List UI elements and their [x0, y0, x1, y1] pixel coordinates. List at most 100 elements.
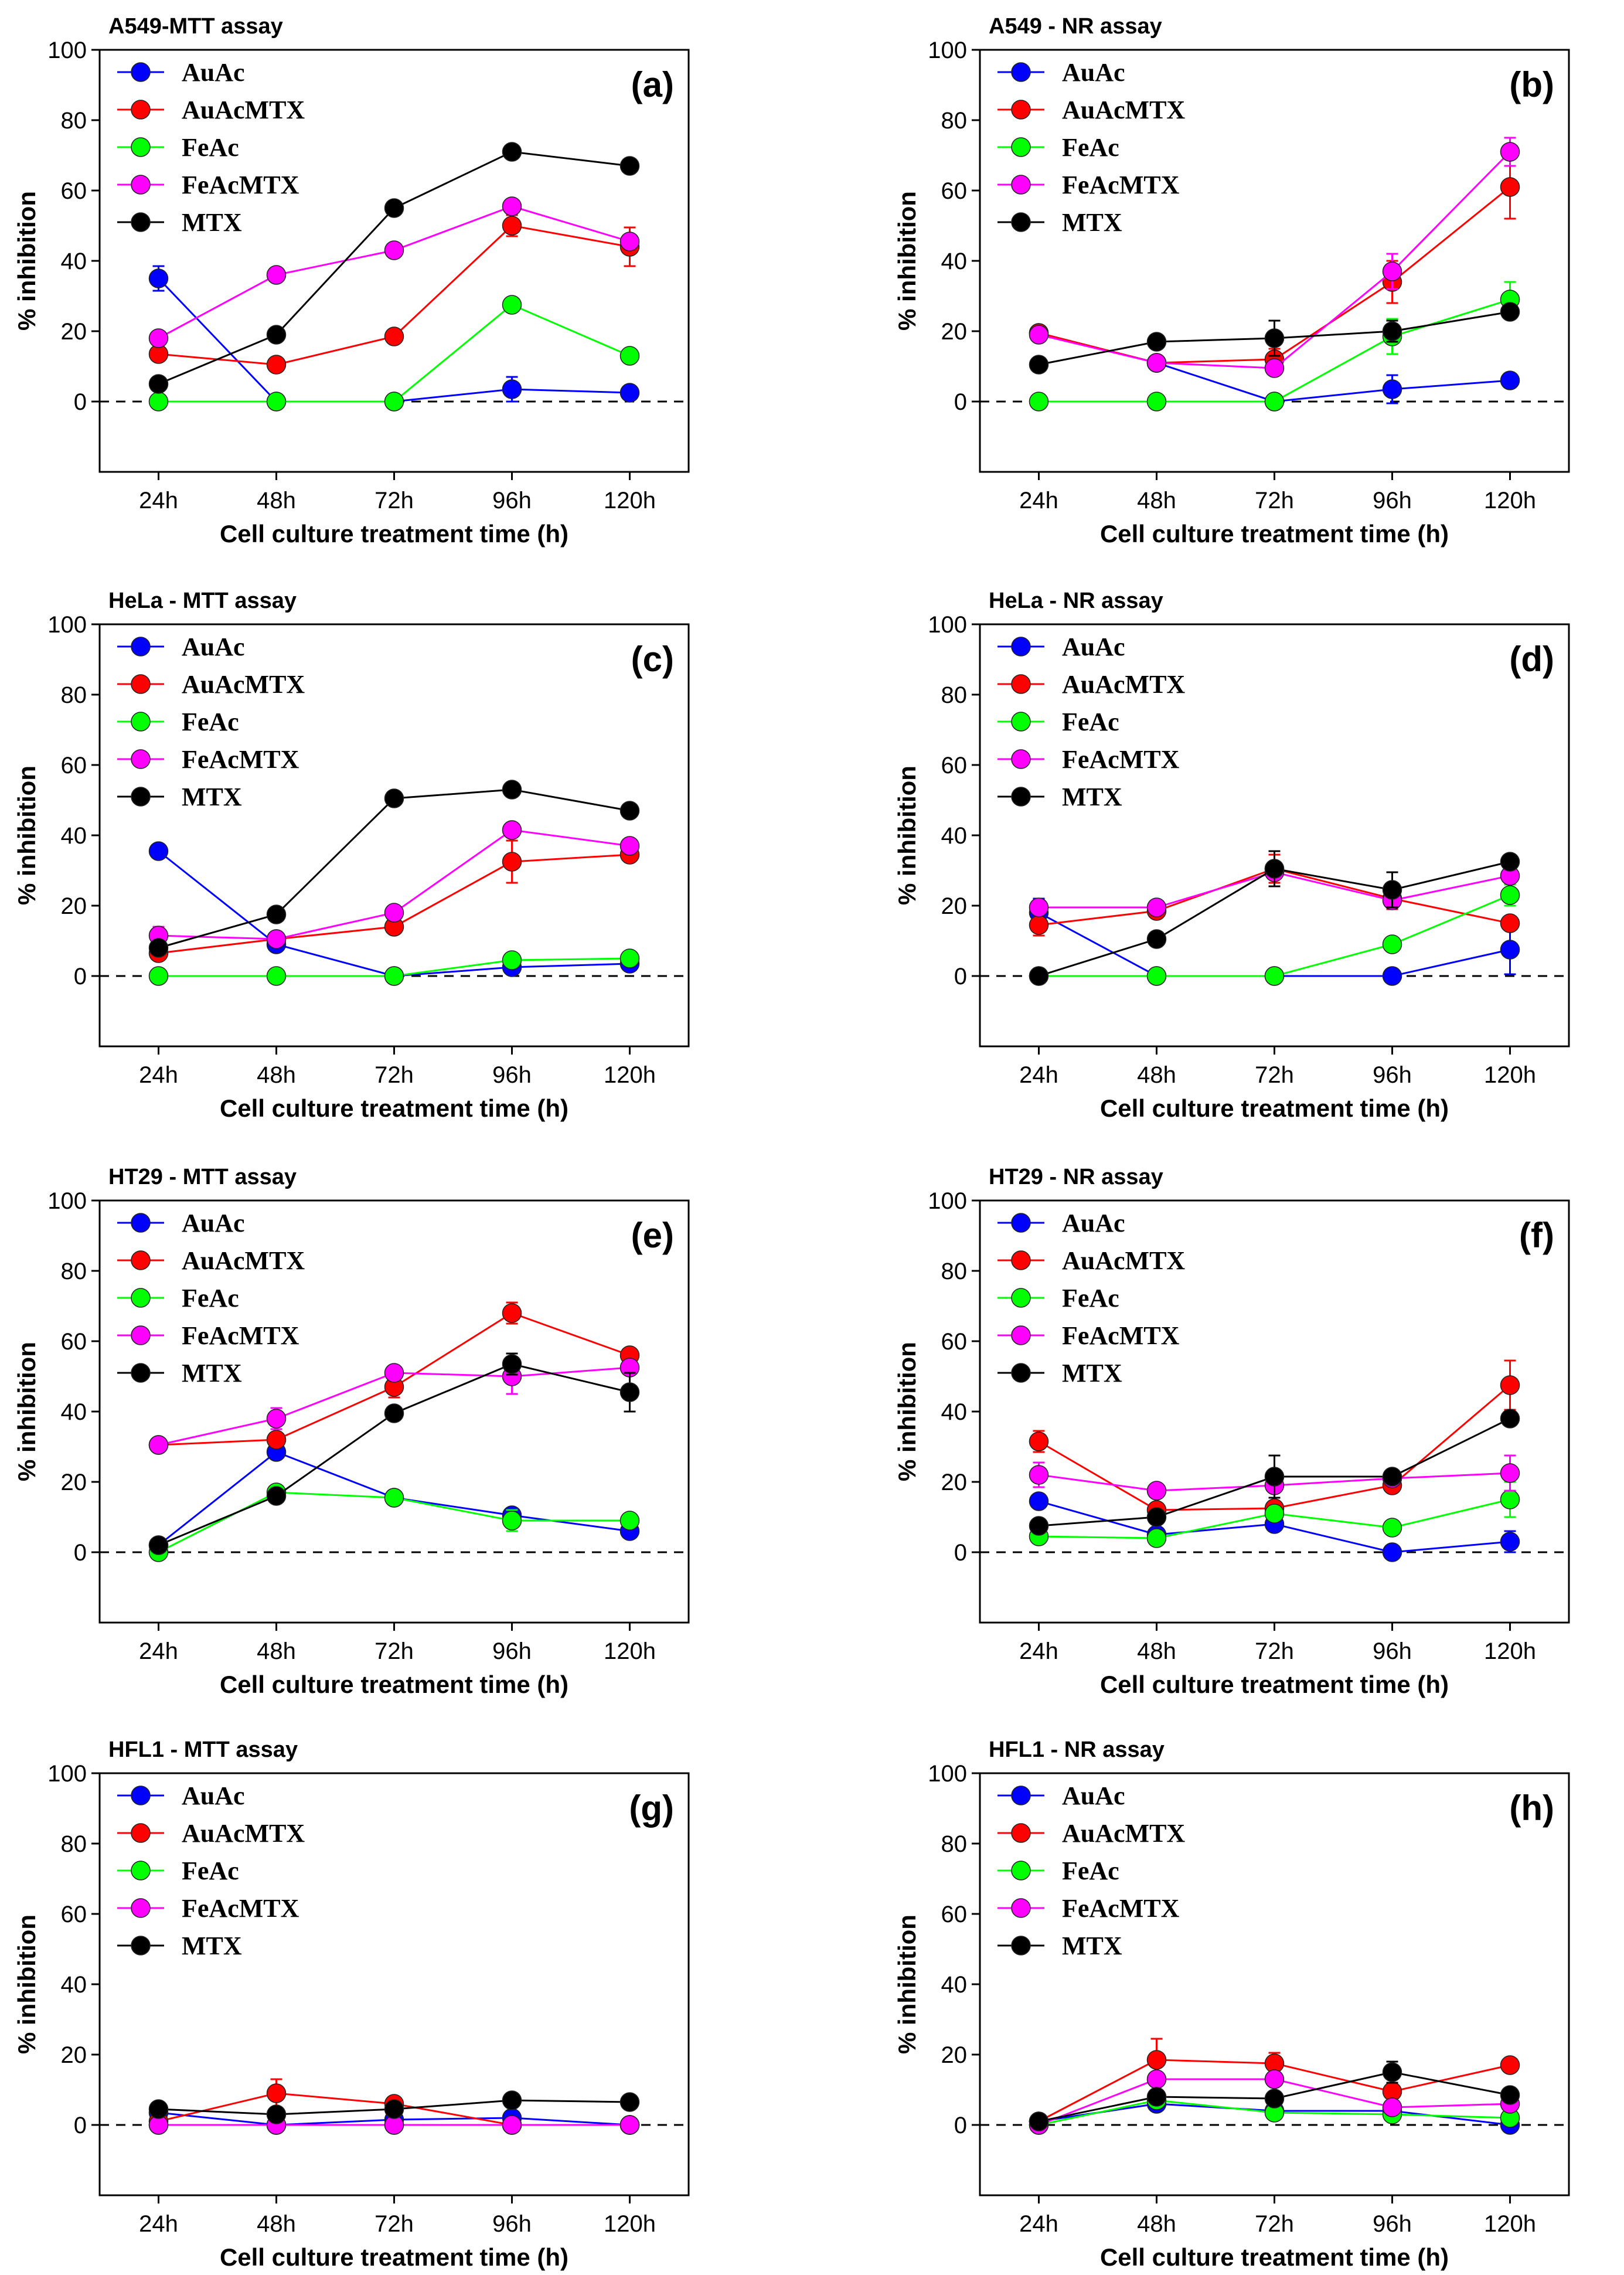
- legend-marker: [1011, 62, 1031, 82]
- data-point: [384, 198, 404, 218]
- x-tick-label: 120h: [1484, 2211, 1536, 2237]
- legend-marker: [1011, 1786, 1031, 1805]
- data-point: [1500, 1490, 1520, 1509]
- legend-marker: [131, 62, 151, 82]
- y-tick-label: 60: [61, 1329, 87, 1355]
- data-point: [266, 1409, 287, 1429]
- chart-title: HT29 - NR assay: [989, 1165, 1163, 1189]
- data-point: [148, 392, 169, 412]
- data-point: [266, 966, 287, 986]
- legend-marker: [1011, 749, 1031, 769]
- data-point: [1029, 355, 1049, 375]
- legend-label: FeAc: [1062, 708, 1119, 736]
- legend-label: AuAc: [1062, 58, 1125, 87]
- x-tick-label: 24h: [139, 1062, 178, 1088]
- legend-marker: [131, 137, 151, 157]
- chart-panel-0: A549-MTT assay 0 20 40 60 80 100 24h 48h 72h 96h 12…: [13, 14, 690, 548]
- x-axis-label: Cell culture treatment time (h): [220, 1671, 568, 1698]
- y-tick-label: 0: [954, 1540, 967, 1566]
- y-tick-label: 40: [61, 249, 87, 274]
- data-point: [1264, 1504, 1285, 1524]
- legend-marker: [1011, 1213, 1031, 1233]
- legend-marker: [1011, 1325, 1031, 1345]
- data-point: [502, 379, 522, 399]
- panel-letter: (d): [1509, 640, 1554, 679]
- legend-label: FeAc: [1062, 133, 1119, 162]
- data-point: [502, 852, 522, 872]
- data-point: [619, 232, 640, 251]
- data-point: [619, 836, 640, 856]
- data-point: [1264, 1467, 1285, 1487]
- x-tick-label: 72h: [1255, 2211, 1294, 2237]
- data-point: [1146, 1507, 1167, 1527]
- data-point: [619, 383, 640, 403]
- data-point: [502, 950, 522, 970]
- x-tick-label: 96h: [1373, 1638, 1412, 1664]
- y-tick-label: 60: [941, 1902, 968, 1927]
- y-tick-label: 60: [61, 1902, 87, 1927]
- x-tick-label: 48h: [1137, 1062, 1176, 1088]
- legend-label: FeAcMTX: [1062, 1894, 1180, 1923]
- data-point: [1146, 897, 1167, 917]
- legend-marker: [131, 1213, 151, 1233]
- data-point: [502, 820, 522, 840]
- data-point: [1264, 328, 1285, 348]
- data-point: [1382, 2062, 1402, 2082]
- legend-marker: [131, 712, 151, 732]
- data-point: [384, 788, 404, 808]
- data-point: [1029, 1516, 1049, 1536]
- legend-marker: [1011, 175, 1031, 195]
- data-point: [1029, 897, 1049, 917]
- x-tick-label: 48h: [257, 1062, 296, 1088]
- y-tick-label: 0: [954, 389, 967, 415]
- legend-marker: [131, 674, 151, 694]
- x-tick-label: 96h: [1373, 488, 1412, 514]
- data-point: [1382, 2097, 1402, 2117]
- data-point: [1382, 880, 1402, 900]
- y-axis-label: % inhibition: [13, 191, 40, 331]
- data-point: [1500, 2085, 1520, 2105]
- legend-label: AuAc: [182, 632, 245, 661]
- legend-marker: [1011, 1936, 1031, 1956]
- chart-panel-6: HFL1 - MTT assay 0 20 40 60 80 100 24h 48h 72h 96h…: [13, 1737, 690, 2271]
- legend-label: MTX: [182, 208, 242, 237]
- legend-marker: [131, 1363, 151, 1383]
- data-point: [1146, 1528, 1167, 1548]
- y-axis-label: % inhibition: [893, 1914, 921, 2054]
- legend-marker: [1011, 1898, 1031, 1918]
- data-point: [502, 142, 522, 162]
- series-FeAcMTX: [148, 196, 640, 348]
- x-axis-label: Cell culture treatment time (h): [1100, 1671, 1449, 1698]
- data-point: [619, 1511, 640, 1531]
- data-point: [1500, 913, 1520, 933]
- panel-letter: (b): [1509, 65, 1554, 104]
- data-point: [148, 966, 169, 986]
- x-axis-label: Cell culture treatment time (h): [1100, 2243, 1449, 2271]
- data-point: [1029, 915, 1049, 935]
- data-point: [1500, 852, 1520, 872]
- x-tick-label: 72h: [1255, 488, 1294, 514]
- y-tick-label: 80: [61, 1259, 87, 1284]
- data-point: [266, 325, 287, 345]
- data-point: [266, 355, 287, 375]
- legend-marker: [1011, 212, 1031, 232]
- data-point: [1382, 1542, 1402, 1562]
- legend-label: AuAc: [1062, 632, 1125, 661]
- y-tick-label: 80: [941, 1831, 968, 1857]
- data-point: [266, 904, 287, 924]
- x-tick-label: 48h: [257, 488, 296, 514]
- x-tick-label: 72h: [1255, 1638, 1294, 1664]
- data-point: [1029, 2111, 1049, 2131]
- y-tick-label: 0: [74, 1540, 87, 1566]
- y-tick-label: 80: [61, 1831, 87, 1857]
- series-FeAc: [148, 948, 640, 986]
- legend-label: FeAc: [182, 133, 239, 162]
- y-tick-label: 0: [954, 2113, 967, 2138]
- legend-marker: [131, 1936, 151, 1956]
- data-point: [148, 1535, 169, 1555]
- y-tick-label: 0: [74, 2113, 87, 2138]
- data-point: [384, 327, 404, 346]
- y-tick-label: 0: [74, 389, 87, 415]
- data-point: [619, 948, 640, 968]
- series-MTX: [148, 1352, 640, 1555]
